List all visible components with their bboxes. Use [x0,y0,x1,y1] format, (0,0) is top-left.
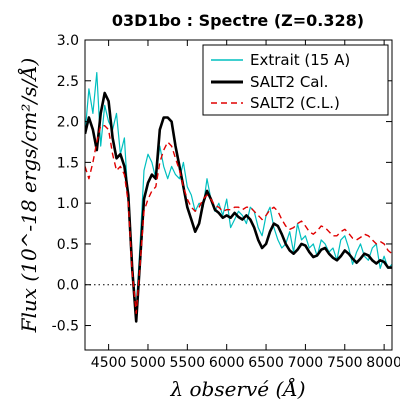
x-tick-label: 6000 [209,355,245,371]
x-tick-label: 8000 [366,355,400,371]
chart-title: 03D1bo : Spectre (Z=0.328) [112,11,364,30]
x-tick-label: 7500 [327,355,363,371]
legend: Extrait (15 A) SALT2 Cal. SALT2 (C.L.) [202,44,389,116]
plot-frame [84,39,393,351]
y-tick-label: 1.5 [57,155,79,171]
x-tick-label: 6500 [248,355,284,371]
x-tick-label: 7000 [288,355,324,371]
y-tick-label: 0.5 [57,237,79,253]
x-tick-label: 5500 [170,355,206,371]
y-tick-label: -0.5 [52,319,79,335]
y-tick-label: 3.0 [57,33,79,49]
y-tick-label: 2.0 [57,115,79,131]
legend-label-extrait: Extrait (15 A) [250,51,350,69]
y-axis-label: Flux (10^-18 ergs/cm²/s/Å) [16,58,41,334]
x-axis-label: λ observé (Å) [169,376,305,400]
legend-label-salt2-cl: SALT2 (C.L.) [250,94,340,112]
series-line-salt2-cal [85,91,392,323]
y-tick-label: 2.5 [57,74,79,90]
y-tick-label: 1.0 [57,196,79,212]
y-tick-label: 0.0 [57,278,79,294]
series-line-salt2-cl [85,125,392,314]
legend-label-salt2-cal: SALT2 Cal. [250,73,328,91]
x-tick-label: 5000 [130,355,166,371]
x-tick-label: 4500 [91,355,127,371]
